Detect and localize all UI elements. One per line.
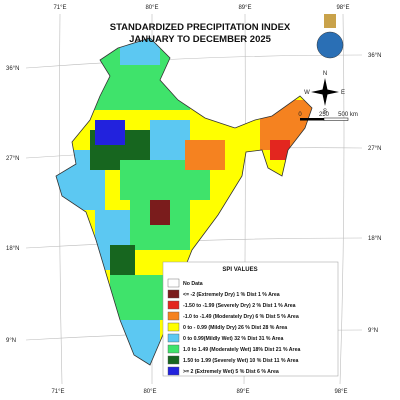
compass: N W E S [304, 71, 345, 115]
legend: SPI VALUES No Data <= -2 (Extremely Dry) … [162, 261, 339, 377]
compass-n: N [323, 71, 327, 77]
map-title: STANDARDIZED PRECIPITATION INDEX [110, 22, 291, 33]
compass-s: S [323, 109, 327, 115]
latitude-label: 18°N [368, 236, 381, 242]
legend-label: -1.50 to -1.99 (Severely Dry) 2 % Dist 1… [183, 303, 296, 309]
longitude-label: 80°E [145, 5, 158, 11]
compass-w: W [304, 90, 310, 96]
longitude-label: 89°E [238, 5, 251, 11]
legend-label: 1.50 to 1.99 (Severely Wet) 10 % Dist 11… [183, 358, 298, 364]
legend-label: <= -2 (Extremely Dry) 1 % Dist 1 % Area [183, 292, 280, 298]
legend-swatch [167, 355, 180, 365]
legend-swatch [167, 322, 180, 332]
longitude-label: 98°E [336, 5, 349, 11]
latitude-label: 9°N [6, 338, 16, 344]
longitude-label: 80°E [143, 389, 156, 395]
legend-label: 1.0 to 1.49 (Moderately Wet) 18% Dist 21… [183, 347, 300, 353]
latitude-label: 36°N [368, 53, 381, 59]
latitude-label: 27°N [368, 146, 381, 152]
legend-swatch [167, 289, 180, 299]
legend-swatch [167, 333, 180, 343]
longitude-label: 89°E [236, 389, 249, 395]
legend-title: SPI VALUES [222, 267, 257, 273]
scale-label: 250 [319, 112, 330, 118]
scale-bar: 0 250 500 km [298, 112, 358, 121]
scale-label: 0 [298, 112, 302, 118]
longitude-label: 98°E [334, 389, 347, 395]
legend-swatch [167, 300, 180, 310]
latitude-label: 36°N [6, 66, 19, 72]
legend-swatch [167, 344, 180, 354]
latitude-label: 27°N [6, 156, 19, 162]
scale-label: 500 km [338, 112, 358, 118]
compass-e: E [341, 90, 345, 96]
india-outline [55, 37, 313, 366]
legend-swatch [167, 366, 180, 376]
latitude-label: 9°N [368, 328, 378, 334]
longitude-label: 71°E [51, 389, 64, 395]
map-subtitle: JANUARY TO DECEMBER 2025 [129, 34, 272, 45]
latitude-label: 18°N [6, 246, 19, 252]
longitude-label: 71°E [53, 5, 66, 11]
legend-swatch [167, 278, 180, 288]
legend-swatch [167, 311, 180, 321]
legend-label: 0 to - 0.99 (Mildly Dry) 26 % Dist 28 % … [183, 325, 287, 331]
legend-label: >= 2 (Extremely Wet) 5 % Dist 6 % Area [183, 369, 279, 375]
emblem [316, 14, 344, 59]
legend-label: -1.0 to -1.49 (Moderately Dry) 6 % Dist … [183, 314, 299, 320]
legend-label: 0 to 0.99(Mildly Wet) 32 % Dist 31 % Are… [183, 336, 283, 342]
legend-label: No Data [183, 281, 203, 287]
